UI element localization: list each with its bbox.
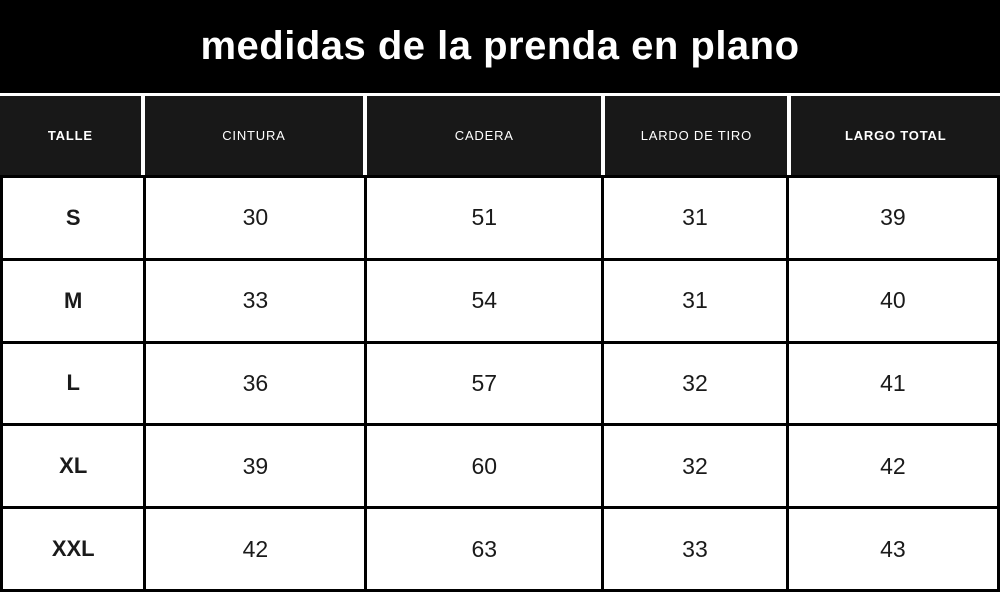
cell-size: XXL (3, 509, 144, 589)
cell-cintura: 30 (146, 178, 365, 258)
cell-largo-total: 41 (788, 343, 997, 424)
cell-lardo-de-tiro: 31 (604, 178, 786, 258)
table-body: S 30 51 31 39 M 33 54 31 40 L 36 57 32 4… (0, 175, 1000, 592)
cell-lardo-de-tiro: 32 (604, 343, 786, 424)
cell-size: XL (3, 426, 144, 507)
table-row: XXL 42 63 33 43 (3, 509, 997, 589)
cell-cadera: 60 (367, 426, 602, 507)
cell-size: S (3, 178, 144, 258)
cell-cintura: 39 (146, 426, 365, 507)
cell-largo-total: 43 (788, 509, 997, 589)
cell-cintura: 33 (146, 260, 365, 341)
table-row: S 30 51 31 39 (3, 178, 997, 258)
cell-lardo-de-tiro: 33 (604, 509, 786, 589)
header-cell-talle: TALLE (0, 96, 141, 175)
table-header-row: TALLE CINTURA CADERA LARDO DE TIRO LARGO… (0, 93, 1000, 175)
cell-cintura: 42 (146, 509, 365, 589)
header-cell-largo-total: LARGO TOTAL (791, 96, 1000, 175)
cell-cadera: 51 (367, 178, 602, 258)
header-cell-cintura: CINTURA (144, 96, 364, 175)
cell-size: L (3, 343, 144, 424)
cell-cadera: 63 (367, 509, 602, 589)
page-title: medidas de la prenda en plano (200, 24, 800, 68)
title-banner: medidas de la prenda en plano (0, 0, 1000, 93)
table-row: L 36 57 32 41 (3, 343, 997, 424)
table-row: XL 39 60 32 42 (3, 426, 997, 507)
header-cell-cadera: CADERA (367, 96, 602, 175)
table-row: M 33 54 31 40 (3, 260, 997, 341)
cell-lardo-de-tiro: 31 (604, 260, 786, 341)
cell-cadera: 54 (367, 260, 602, 341)
cell-largo-total: 42 (788, 426, 997, 507)
header-cell-lardo-tiro: LARDO DE TIRO (605, 96, 788, 175)
cell-largo-total: 39 (788, 178, 997, 258)
cell-size: M (3, 260, 144, 341)
cell-cadera: 57 (367, 343, 602, 424)
cell-cintura: 36 (146, 343, 365, 424)
cell-largo-total: 40 (788, 260, 997, 341)
cell-lardo-de-tiro: 32 (604, 426, 786, 507)
